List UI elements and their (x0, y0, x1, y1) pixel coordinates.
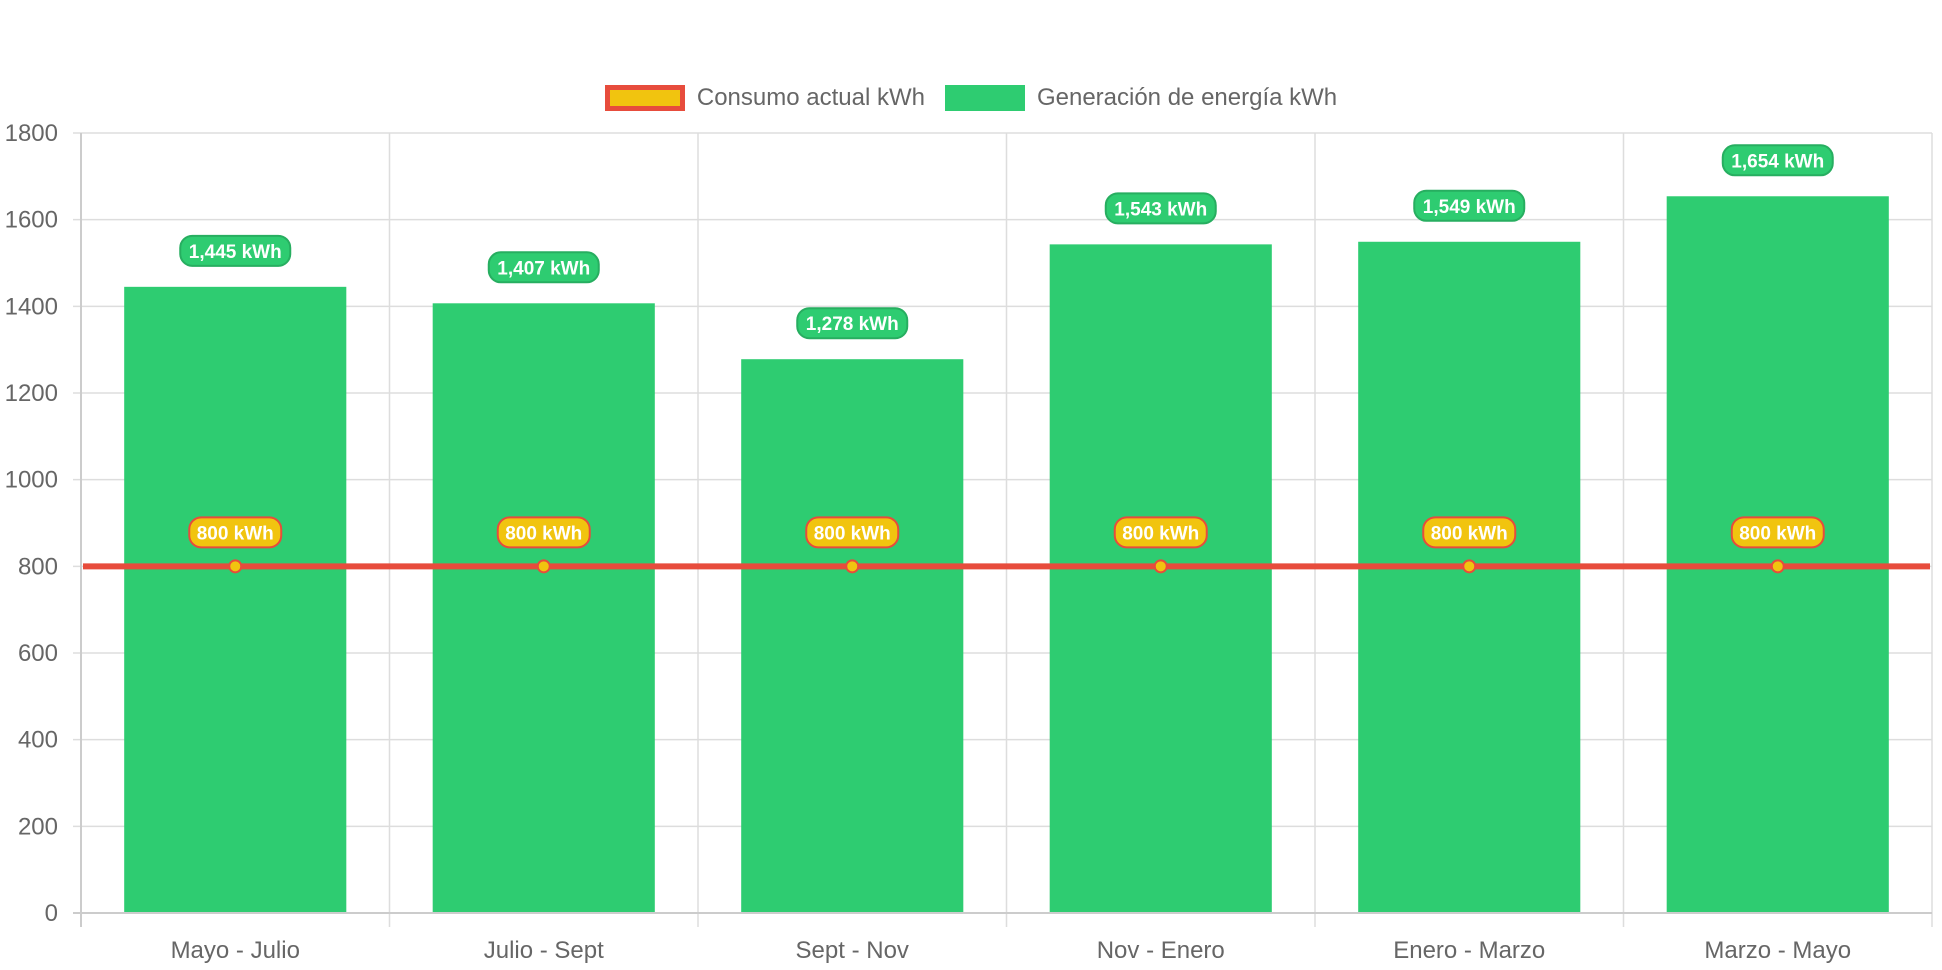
line-point (845, 559, 860, 574)
legend-swatch-consumo (604, 85, 685, 111)
consumption-line (83, 559, 1930, 574)
bar-value-label: 1,654 kWh (1731, 151, 1824, 172)
legend: Consumo actual kWh Generación de energía… (0, 84, 1942, 112)
bar (1358, 241, 1581, 913)
line-value-label-bg (1422, 516, 1517, 549)
bar-value-label-bg (179, 234, 292, 267)
line-value-label-bg (805, 516, 900, 549)
line-value-label-bg (188, 516, 283, 549)
bar-value-label-bg (1413, 189, 1526, 222)
legend-label-consumo: Consumo actual kWh (696, 84, 925, 111)
y-tick-label: 1600 (5, 207, 58, 234)
bar-value-label-bg (1721, 144, 1834, 177)
y-tick-label: 600 (18, 640, 58, 667)
y-tick-label: 800 (18, 553, 58, 580)
line-value-label: 800 kWh (505, 523, 582, 544)
bar (1049, 244, 1272, 913)
bar-value-label-bg (796, 307, 909, 340)
y-tick-label: 0 (45, 900, 58, 927)
y-tick-label: 1400 (5, 293, 58, 320)
legend-item-consumo[interactable]: Consumo actual kWh (604, 84, 925, 112)
bar (124, 286, 347, 913)
bar (741, 359, 964, 913)
bar-value-label: 1,549 kWh (1423, 197, 1516, 218)
line-value-label-bg (1730, 516, 1825, 549)
legend-swatch-generacion (944, 85, 1025, 111)
bar-value-label-bg (1104, 192, 1217, 225)
bars (124, 196, 1889, 913)
y-tick-label: 200 (18, 813, 58, 840)
grid (73, 132, 1933, 927)
bar-value-label: 1,543 kWh (1114, 199, 1207, 220)
axes: 0 200 400 600 800 1000 1200 1400 1600 1800 Mayo - … (5, 120, 1932, 964)
line-value-label: 800 kWh (1431, 523, 1508, 544)
x-tick-label: Julio - Sept (484, 937, 604, 964)
line-point (1462, 559, 1477, 574)
line-point (536, 559, 551, 574)
bar-value-label: 1,407 kWh (497, 258, 590, 279)
line-value-label-bg (1113, 516, 1208, 549)
x-tick-label: Sept - Nov (796, 937, 909, 964)
bar (1666, 196, 1889, 913)
line-value-label-bg (496, 516, 591, 549)
x-tick-label: Marzo - Mayo (1704, 937, 1851, 964)
line-point (1770, 559, 1785, 574)
data-labels: 1,445 kWh 1,407 kWh 1,278 kWh 1,543 kWh 1,54… (179, 144, 1834, 549)
legend-label-generacion: Generación de energía kWh (1036, 84, 1338, 111)
x-tick-label: Mayo - Julio (171, 937, 300, 964)
line-point (228, 559, 243, 574)
y-tick-label: 400 (18, 727, 58, 754)
bar-value-label: 1,278 kWh (806, 314, 899, 335)
line-value-label: 800 kWh (1122, 523, 1199, 544)
line-point (1153, 559, 1168, 574)
y-tick-label: 1200 (5, 380, 58, 407)
y-tick-label: 1800 (5, 120, 58, 147)
line-value-label: 800 kWh (814, 523, 891, 544)
legend-item-generacion[interactable]: Generación de energía kWh (944, 84, 1338, 112)
x-tick-label: Nov - Enero (1097, 937, 1225, 964)
bar-value-label-bg (487, 251, 600, 284)
y-tick-label: 1000 (5, 467, 58, 494)
bar-value-label: 1,445 kWh (189, 242, 282, 263)
line-value-label: 800 kWh (1739, 523, 1816, 544)
x-tick-label: Enero - Marzo (1393, 937, 1545, 964)
bar (432, 303, 655, 913)
line-value-label: 800 kWh (197, 523, 274, 544)
